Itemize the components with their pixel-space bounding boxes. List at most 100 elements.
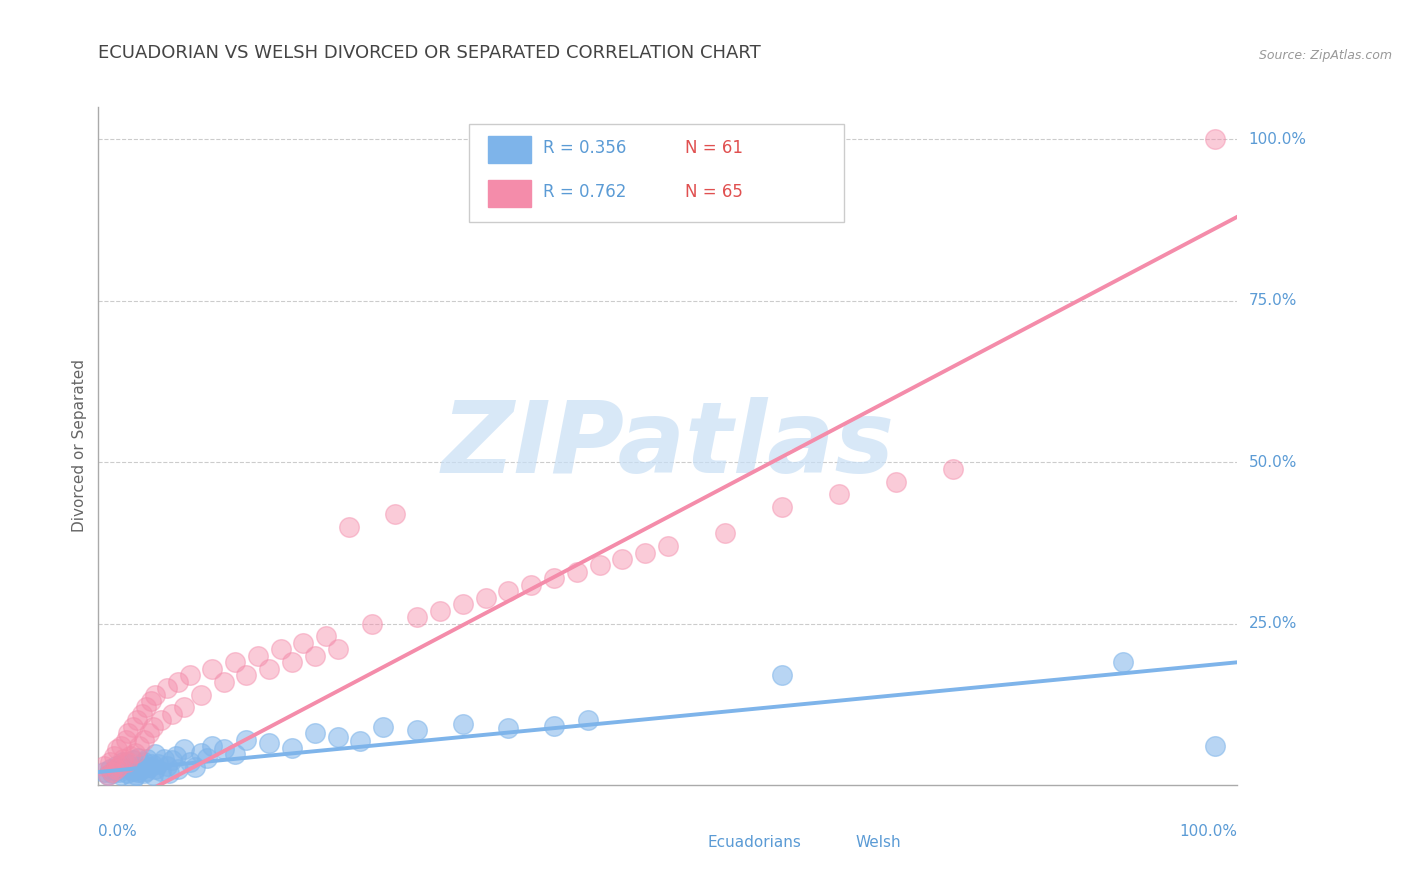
Point: [132, 732, 155, 747]
Point: [128, 739, 150, 754]
Point: [132, 756, 155, 770]
Point: [135, 700, 157, 714]
Point: [543, 571, 565, 585]
Point: [104, 764, 127, 778]
Point: [127, 765, 149, 780]
Point: [162, 706, 184, 721]
Point: [315, 630, 337, 644]
Point: [165, 748, 187, 763]
Point: [451, 716, 474, 731]
Point: [135, 764, 157, 778]
Point: [150, 714, 173, 728]
Point: [371, 720, 394, 734]
Text: 100.0%: 100.0%: [1180, 824, 1237, 838]
Point: [110, 768, 132, 782]
Point: [173, 742, 195, 756]
Text: Welsh: Welsh: [856, 835, 901, 850]
Point: [142, 768, 165, 782]
Point: [121, 720, 143, 734]
Text: ECUADORIAN VS WELSH DIVORCED OR SEPARATED CORRELATION CHART: ECUADORIAN VS WELSH DIVORCED OR SEPARATE…: [98, 45, 761, 62]
Point: [124, 760, 146, 774]
Point: [304, 726, 326, 740]
Point: [121, 764, 143, 778]
Point: [108, 758, 131, 772]
Point: [201, 662, 224, 676]
Point: [942, 461, 965, 475]
Point: [190, 688, 212, 702]
Point: [115, 756, 138, 770]
Point: [1204, 132, 1226, 146]
Point: [179, 668, 201, 682]
Point: [235, 732, 257, 747]
Point: [292, 636, 315, 650]
Text: 100.0%: 100.0%: [1249, 132, 1306, 147]
Point: [1204, 739, 1226, 754]
Point: [115, 757, 138, 772]
Point: [127, 751, 149, 765]
Point: [576, 714, 599, 728]
Point: [125, 768, 148, 782]
Y-axis label: Divorced or Separated: Divorced or Separated: [72, 359, 87, 533]
Point: [349, 734, 371, 748]
Point: [112, 756, 135, 770]
Point: [190, 746, 212, 760]
Point: [96, 768, 118, 782]
Point: [93, 758, 115, 772]
Bar: [668, 830, 696, 855]
Point: [98, 762, 121, 776]
Text: N = 65: N = 65: [685, 183, 742, 201]
Point: [93, 765, 115, 780]
Point: [520, 578, 543, 592]
Point: [326, 730, 349, 744]
Point: [235, 668, 257, 682]
Point: [360, 616, 382, 631]
Point: [384, 507, 406, 521]
Point: [117, 726, 139, 740]
Point: [1112, 655, 1135, 669]
Point: [162, 753, 184, 767]
Point: [224, 747, 246, 761]
Bar: [488, 179, 531, 207]
Point: [498, 584, 520, 599]
Point: [103, 748, 125, 763]
Point: [770, 500, 793, 515]
Text: Ecuadorians: Ecuadorians: [707, 835, 801, 850]
Text: 75.0%: 75.0%: [1249, 293, 1296, 309]
Point: [96, 768, 118, 782]
Point: [304, 648, 326, 663]
Point: [498, 721, 520, 735]
Point: [714, 526, 737, 541]
Point: [138, 760, 160, 774]
Point: [145, 762, 167, 776]
Point: [337, 519, 360, 533]
Point: [429, 604, 451, 618]
Text: R = 0.762: R = 0.762: [543, 183, 626, 201]
Point: [145, 688, 167, 702]
Point: [104, 758, 127, 772]
Point: [281, 740, 304, 755]
Point: [114, 732, 136, 747]
Point: [224, 655, 246, 669]
Point: [141, 757, 163, 772]
Point: [246, 648, 269, 663]
Point: [167, 674, 190, 689]
Text: 0.0%: 0.0%: [98, 824, 138, 838]
Point: [156, 758, 179, 772]
Point: [770, 668, 793, 682]
Text: N = 61: N = 61: [685, 139, 742, 157]
Point: [121, 772, 143, 786]
Point: [145, 747, 167, 761]
Point: [98, 756, 121, 770]
Text: Source: ZipAtlas.com: Source: ZipAtlas.com: [1258, 49, 1392, 62]
Point: [131, 706, 153, 721]
Point: [156, 681, 179, 695]
Point: [281, 655, 304, 669]
Point: [634, 545, 657, 559]
Point: [108, 765, 131, 780]
Point: [132, 766, 155, 780]
Point: [110, 739, 132, 754]
Point: [121, 753, 143, 767]
Point: [105, 742, 128, 756]
Point: [588, 558, 610, 573]
Point: [195, 751, 218, 765]
